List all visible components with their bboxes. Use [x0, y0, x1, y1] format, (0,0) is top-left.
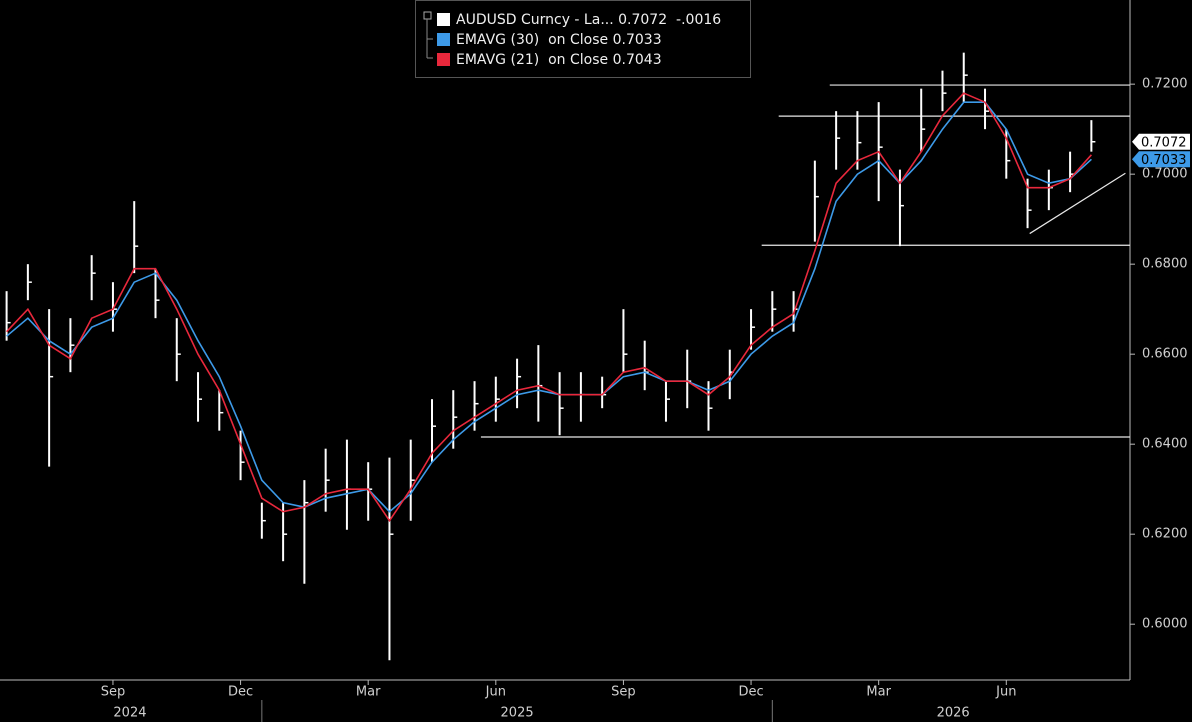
legend-value: 0.7033 — [613, 32, 662, 48]
y-tick-label: 0.6000 — [1142, 617, 1188, 632]
y-tick-label: 0.7000 — [1142, 167, 1188, 182]
last-value-tag — [1132, 151, 1190, 168]
last-value-label: 0.7033 — [1141, 153, 1187, 168]
last-value-tag — [1132, 133, 1190, 150]
x-tick-label: Jun — [485, 685, 506, 700]
ema-line — [6, 101, 1092, 513]
legend-label: EMAVG (21) on Close 0.7043 — [456, 52, 662, 68]
x-group-label: 2026 — [937, 706, 970, 721]
legend-name: EMAVG (30) on Close — [456, 32, 608, 48]
last-value-label: 0.7072 — [1141, 135, 1187, 150]
x-tick-label: Dec — [738, 685, 763, 700]
x-group-label: 2024 — [113, 706, 146, 721]
legend-tree — [426, 19, 433, 59]
x-tick-label: Dec — [228, 685, 253, 700]
y-tick-label: 0.6200 — [1142, 527, 1188, 542]
legend-value: 0.7072 — [618, 12, 667, 28]
legend-label: EMAVG (30) on Close 0.7033 — [456, 32, 662, 48]
legend-name: EMAVG (21) on Close — [456, 52, 608, 68]
x-tick-label: Jun — [995, 685, 1016, 700]
y-tick-label: 0.7200 — [1142, 77, 1188, 92]
legend-swatch — [437, 13, 450, 26]
y-tick-label: 0.6600 — [1142, 347, 1188, 362]
legend-swatch — [437, 33, 450, 46]
trend-line — [1029, 172, 1126, 235]
x-group-label: 2025 — [501, 706, 534, 721]
legend-change: -.0016 — [676, 12, 721, 28]
legend-swatch — [437, 53, 450, 66]
legend-name: AUDUSD Curncy - La... — [456, 12, 614, 28]
legend: AUDUSD Curncy - La... 0.7072 -.0016 EMAV… — [415, 0, 751, 78]
x-tick-label: Sep — [101, 685, 126, 700]
y-tick-label: 0.6800 — [1142, 257, 1188, 272]
ema-line — [6, 92, 1092, 523]
legend-box — [415, 0, 751, 78]
legend-value: 0.7043 — [613, 52, 662, 68]
x-tick-label: Mar — [356, 685, 381, 700]
legend-label: AUDUSD Curncy - La... 0.7072 -.0016 — [456, 12, 721, 28]
y-tick-label: 0.6400 — [1142, 437, 1188, 452]
x-tick-label: Mar — [866, 685, 891, 700]
x-tick-label: Sep — [611, 685, 636, 700]
